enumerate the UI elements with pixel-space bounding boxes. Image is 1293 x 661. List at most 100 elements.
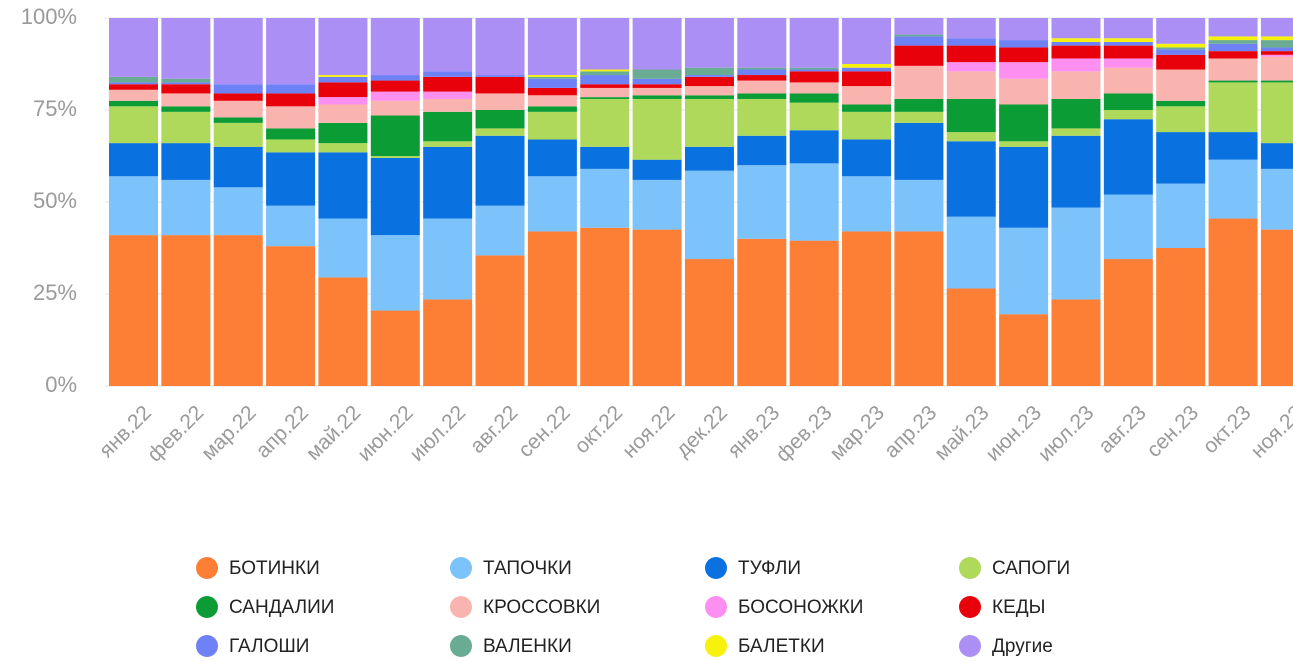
bar-segment [161,84,211,94]
bar-segment [266,152,316,206]
bar-segment [1051,18,1101,39]
bar-segment [580,18,630,70]
bar-segment [1156,49,1206,55]
legend-label: ТУФЛИ [738,558,801,579]
bar-segment [946,132,996,142]
x-tick-label: май.23 [930,401,994,465]
bar-segment [1103,58,1153,68]
bar-segment [423,71,473,77]
legend-label: САНДАЛИИ [229,597,334,618]
bar-segment [737,75,787,81]
legend-label: КЕДЫ [992,597,1045,618]
bar-segment [789,67,839,70]
bar-segment [475,135,525,206]
bar-segment [632,159,682,180]
bar-segment [894,65,944,99]
bar-segment [1208,159,1258,219]
bar-segment [1051,71,1101,99]
bar-segment [1260,47,1293,52]
bar-segment [580,71,630,76]
bar-segment [684,67,734,76]
bar-segment [423,111,473,142]
y-tick-label: 25% [33,280,77,305]
bar-segment [1156,43,1206,48]
bar-segment [1103,259,1153,386]
bar-segment [999,47,1049,63]
bar-segment [1156,100,1206,107]
bar-segment [946,38,996,46]
legend-marker [959,557,981,579]
bar-segment [1260,143,1293,169]
bar-segment [632,95,682,99]
bar-segment [266,205,316,247]
legend-marker [705,596,727,618]
bar-segment [109,106,158,144]
bar-segment [266,246,316,386]
bar-segment [999,78,1049,105]
bar-segment [370,18,420,76]
x-tick-label: май.22 [302,401,366,465]
bar-segment [684,146,734,171]
bar-segment [161,78,211,83]
bar-segment [999,40,1049,48]
bar-segment [1051,135,1101,208]
bar-segment [318,104,368,123]
bar-segment [946,98,996,133]
bar-segment [789,69,839,72]
bar-segment [737,18,787,68]
bar-segment [632,18,682,70]
bar-segment [161,18,211,79]
bar-segment [370,80,420,92]
bar-segment [213,84,263,94]
bar-segment [1051,207,1101,300]
bar-segment [266,106,316,129]
bar-segment [213,100,263,118]
legend-marker [450,557,472,579]
bar-segment [213,122,263,147]
bar-segment [370,235,420,311]
bar-segment [475,128,525,136]
bar-segment [999,62,1049,79]
bar-segment [894,231,944,386]
bar-segment [475,76,525,94]
bar-segment [370,310,420,386]
bar-segment [1260,51,1293,55]
bar-segment [161,82,211,85]
bar-segment [999,314,1049,386]
bar-segment [266,128,316,140]
bar-segment [580,168,630,228]
bar-segment [946,216,996,289]
bar-segment [1051,58,1101,72]
legend-label: БАЛЕТКИ [738,636,825,657]
bar-segment [527,176,577,232]
legend-label: БОТИНКИ [229,558,320,579]
bar-segment [1103,119,1153,195]
bar-segment [1208,80,1258,83]
bar-segment [894,111,944,123]
bar-segment [946,18,996,39]
x-tick-label: фев.22 [143,401,208,466]
bar-segment [1208,82,1258,133]
bar-segment [684,259,734,386]
x-tick-label: авг.22 [466,401,523,458]
x-tick-label: авг.23 [1094,401,1151,458]
bar-segment [842,71,892,87]
bar-segment [632,69,682,79]
bar-segment [370,115,420,156]
legend-marker [450,596,472,618]
legend-label: САПОГИ [992,558,1070,579]
bar-segment [580,98,630,147]
bar-segment [370,75,420,81]
bar-segment [789,130,839,164]
bar-segment [527,87,577,96]
bar-segment [423,218,473,300]
bar-segment [161,235,211,386]
bar-segment [318,218,368,278]
bar-segment [423,91,473,99]
bar-segment [1156,183,1206,248]
bar-segment [1208,40,1258,44]
legend-marker [959,635,981,657]
bar-segment [632,84,682,88]
bar-segment [737,67,787,70]
bar-segment [527,76,577,79]
